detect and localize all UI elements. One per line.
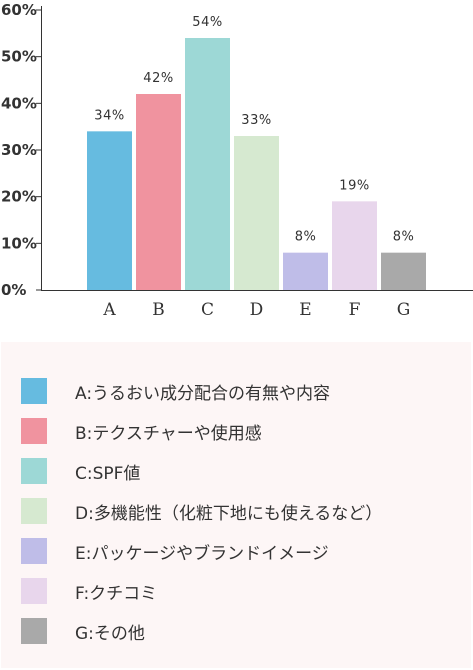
y-tick-label: 60% bbox=[1, 1, 37, 19]
x-tick-label-a: A bbox=[102, 300, 116, 320]
x-tick-label-g: G bbox=[397, 300, 411, 320]
chart-area: 0% 10% 20% 30% 40% 50% 60% 34% 42% 54% 33% 8% 19% 8%… bbox=[0, 0, 473, 325]
legend-label-e: E:パッケージやブランドイメージ bbox=[75, 543, 329, 564]
data-label-b: 42% bbox=[143, 71, 173, 86]
data-label-f: 19% bbox=[339, 178, 369, 193]
bar-d bbox=[234, 136, 279, 290]
x-tick-label-c: C bbox=[201, 300, 214, 320]
y-tick-label: 0% bbox=[1, 281, 26, 299]
y-tick-label: 30% bbox=[1, 141, 37, 159]
legend-label-a: A:うるおい成分配合の有無や内容 bbox=[75, 383, 331, 404]
x-tick-label-f: F bbox=[349, 300, 361, 320]
data-label-a: 34% bbox=[94, 108, 124, 123]
y-tick-label: 40% bbox=[1, 94, 37, 112]
legend-label-c: C:SPF値 bbox=[75, 463, 141, 484]
legend-item-g: G:その他 bbox=[1, 611, 471, 651]
x-tick-label-e: E bbox=[299, 300, 311, 320]
legend: A:うるおい成分配合の有無や内容 B:テクスチャーや使用感 C:SPF値 D:多… bbox=[1, 342, 471, 668]
data-label-d: 33% bbox=[241, 113, 271, 128]
bars bbox=[87, 38, 426, 290]
y-tick-label: 20% bbox=[1, 188, 37, 206]
legend-item-a: A:うるおい成分配合の有無や内容 bbox=[1, 371, 471, 411]
data-labels: 34% 42% 54% 33% 8% 19% 8% bbox=[94, 15, 414, 245]
legend-swatch-a bbox=[21, 378, 47, 404]
legend-swatch-d bbox=[21, 498, 47, 524]
legend-label-g: G:その他 bbox=[75, 623, 145, 644]
legend-swatch-f bbox=[21, 578, 47, 604]
bar-g bbox=[381, 252, 426, 290]
legend-item-e: E:パッケージやブランドイメージ bbox=[1, 531, 471, 571]
legend-label-d: D:多機能性（化粧下地にも使えるなど） bbox=[75, 503, 383, 524]
bar-b bbox=[136, 94, 181, 290]
x-axis: A B C D E F G bbox=[41, 290, 473, 320]
data-label-g: 8% bbox=[393, 230, 415, 245]
bar-a bbox=[87, 131, 132, 290]
bar-chart: 0% 10% 20% 30% 40% 50% 60% 34% 42% 54% 33% 8% 19% 8%… bbox=[1, 1, 473, 320]
x-tick-label-d: D bbox=[250, 300, 264, 320]
y-tick-label: 50% bbox=[1, 48, 37, 66]
legend-label-b: B:テクスチャーや使用感 bbox=[75, 423, 262, 444]
legend-item-b: B:テクスチャーや使用感 bbox=[1, 411, 471, 451]
bar-e bbox=[283, 252, 328, 290]
data-label-e: 8% bbox=[295, 230, 317, 245]
y-tick-label: 10% bbox=[1, 234, 37, 252]
x-tick-label-b: B bbox=[152, 300, 165, 320]
legend-swatch-b bbox=[21, 418, 47, 444]
bar-c bbox=[185, 38, 230, 290]
legend-swatch-g bbox=[21, 618, 47, 644]
legend-label-f: F:クチコミ bbox=[75, 583, 158, 604]
data-label-c: 54% bbox=[192, 15, 222, 30]
bar-f bbox=[332, 201, 377, 290]
y-axis: 0% 10% 20% 30% 40% 50% 60% bbox=[1, 1, 42, 299]
legend-swatch-c bbox=[21, 458, 47, 484]
legend-item-d: D:多機能性（化粧下地にも使えるなど） bbox=[1, 491, 471, 531]
legend-swatch-e bbox=[21, 538, 47, 564]
legend-item-f: F:クチコミ bbox=[1, 571, 471, 611]
legend-item-c: C:SPF値 bbox=[1, 451, 471, 491]
